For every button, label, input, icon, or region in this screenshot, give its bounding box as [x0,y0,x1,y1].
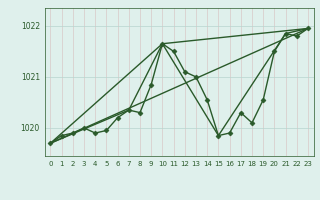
Text: Graphe pression niveau de la mer (hPa): Graphe pression niveau de la mer (hPa) [58,184,262,193]
